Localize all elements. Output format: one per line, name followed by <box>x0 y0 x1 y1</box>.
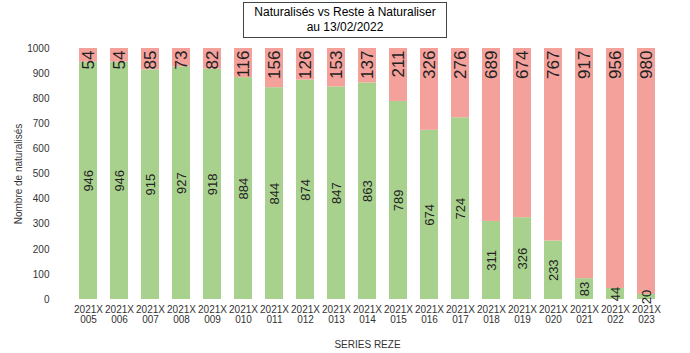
svg-text:918: 918 <box>205 173 220 195</box>
svg-text:500: 500 <box>33 168 50 179</box>
svg-text:2021X008: 2021X008 <box>167 304 196 325</box>
svg-text:863: 863 <box>360 180 375 202</box>
svg-text:946: 946 <box>112 170 127 192</box>
svg-text:2021X011: 2021X011 <box>260 304 289 325</box>
svg-text:689: 689 <box>482 51 501 79</box>
svg-text:82: 82 <box>203 51 222 70</box>
svg-text:600: 600 <box>33 143 50 154</box>
svg-text:326: 326 <box>515 248 530 270</box>
svg-text:767: 767 <box>544 51 563 79</box>
svg-text:2021X005: 2021X005 <box>74 304 103 325</box>
svg-text:SERIES REZE: SERIES REZE <box>334 339 400 350</box>
svg-text:2021X009: 2021X009 <box>198 304 227 325</box>
html-text:Naturalisés vs Reste à Natural: Naturalisés vs Reste à Naturaliser au 13… <box>254 5 436 34</box>
svg-text:400: 400 <box>33 193 50 204</box>
svg-text:927: 927 <box>174 172 189 194</box>
svg-text:915: 915 <box>143 174 158 196</box>
svg-text:73: 73 <box>172 51 191 70</box>
svg-text:874: 874 <box>298 179 313 201</box>
svg-text:200: 200 <box>33 244 50 255</box>
svg-text:1000: 1000 <box>27 43 50 54</box>
svg-text:116: 116 <box>234 51 253 78</box>
svg-text:0: 0 <box>44 294 50 305</box>
svg-text:100: 100 <box>33 269 50 280</box>
svg-text:Nombre de naturalisés: Nombre de naturalisés <box>13 124 24 225</box>
svg-text:2021X021: 2021X021 <box>570 304 599 325</box>
svg-text:137: 137 <box>358 51 377 79</box>
svg-text:847: 847 <box>329 182 344 204</box>
svg-text:789: 789 <box>391 190 406 212</box>
svg-text:884: 884 <box>236 178 251 200</box>
svg-text:20: 20 <box>639 290 654 304</box>
svg-text:674: 674 <box>422 204 437 226</box>
svg-text:2021X020: 2021X020 <box>539 304 568 325</box>
svg-text:946: 946 <box>81 170 96 192</box>
svg-text:700: 700 <box>33 118 50 129</box>
svg-text:917: 917 <box>575 51 594 79</box>
svg-text:83: 83 <box>577 282 592 296</box>
svg-text:2021X015: 2021X015 <box>384 304 413 325</box>
svg-text:2021X022: 2021X022 <box>601 304 630 325</box>
svg-text:326: 326 <box>420 51 439 79</box>
svg-text:276: 276 <box>451 51 470 79</box>
svg-text:233: 233 <box>546 259 561 281</box>
svg-text:211: 211 <box>389 51 408 78</box>
svg-text:85: 85 <box>141 51 160 70</box>
svg-text:311: 311 <box>484 250 499 271</box>
svg-text:2021X006: 2021X006 <box>105 304 134 325</box>
svg-text:2021X010: 2021X010 <box>229 304 258 325</box>
svg-text:153: 153 <box>327 51 346 79</box>
svg-text:2021X012: 2021X012 <box>291 304 320 325</box>
svg-text:2021X019: 2021X019 <box>508 304 537 325</box>
svg-text:2021X016: 2021X016 <box>415 304 444 325</box>
svg-text:300: 300 <box>33 218 50 229</box>
svg-text:674: 674 <box>513 51 532 79</box>
svg-text:2021X017: 2021X017 <box>446 304 475 325</box>
svg-text:44: 44 <box>608 287 623 301</box>
svg-text:156: 156 <box>265 51 284 79</box>
svg-text:2021X007: 2021X007 <box>136 304 165 325</box>
svg-text:2021X013: 2021X013 <box>322 304 351 325</box>
svg-text:126: 126 <box>296 51 315 79</box>
svg-text:956: 956 <box>606 51 625 79</box>
svg-text:2021X023: 2021X023 <box>632 304 661 325</box>
svg-text:980: 980 <box>637 51 656 79</box>
svg-text:2021X018: 2021X018 <box>477 304 506 325</box>
svg-text:2021X014: 2021X014 <box>353 304 382 325</box>
svg-text:724: 724 <box>453 198 468 220</box>
svg-text:54: 54 <box>110 51 129 70</box>
svg-text:900: 900 <box>33 68 50 79</box>
svg-text:800: 800 <box>33 93 50 104</box>
svg-text:844: 844 <box>267 183 282 205</box>
svg-text:54: 54 <box>79 51 98 70</box>
